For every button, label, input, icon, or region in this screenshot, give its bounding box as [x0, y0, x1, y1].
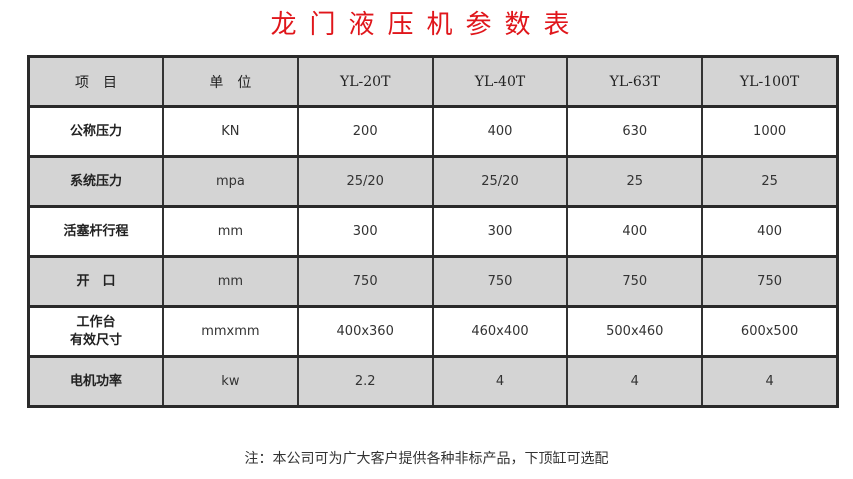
- value-cell: 400: [566, 205, 704, 258]
- value-cell: 400: [701, 205, 839, 258]
- header-cell: YL-40T: [431, 55, 569, 108]
- value-cell: 750: [296, 255, 434, 308]
- value-cell: 4: [431, 355, 569, 408]
- header-cell: YL-63T: [566, 55, 704, 108]
- footnote: 注：本公司可为广大客户提供各种非标产品，下顶缸可选配: [244, 451, 609, 467]
- table-row: 电机功率 kw 2.2 4 4 4: [27, 355, 839, 408]
- value-cell: 200: [296, 105, 434, 158]
- value-cell: 25: [701, 155, 839, 208]
- row-label: 开 口: [27, 255, 164, 308]
- row-label: 电机功率: [27, 355, 164, 408]
- value-cell: 750: [431, 255, 569, 308]
- value-cell: 400x360: [296, 305, 434, 358]
- parameter-table: 项 目 单 位 YL-20T YL-40T YL-63T YL-100T 公称压…: [27, 55, 839, 408]
- table-row: 工作台 有效尺寸 mmxmm 400x360 460x400 500x460 600x500: [27, 305, 839, 358]
- value-cell: 2.2: [296, 355, 434, 408]
- table-row: 活塞杆行程 mm 300 300 400 400: [27, 205, 839, 258]
- unit-cell: mm: [161, 205, 299, 258]
- value-cell: 4: [566, 355, 704, 408]
- unit-cell: kw: [161, 355, 299, 408]
- value-cell: 750: [701, 255, 839, 308]
- value-cell: 630: [566, 105, 704, 158]
- row-label: 工作台 有效尺寸: [27, 305, 164, 358]
- table-header-row: 项 目 单 位 YL-20T YL-40T YL-63T YL-100T: [27, 55, 839, 108]
- table-row: 开 口 mm 750 750 750 750: [27, 255, 839, 308]
- unit-cell: mmxmm: [161, 305, 299, 358]
- value-cell: 750: [566, 255, 704, 308]
- value-cell: 300: [296, 205, 434, 258]
- header-cell: YL-100T: [701, 55, 839, 108]
- page-title: 龙门液压机参数表: [270, 10, 583, 40]
- value-cell: 400: [431, 105, 569, 158]
- header-cell: 项 目: [27, 55, 164, 108]
- header-cell: 单 位: [161, 55, 299, 108]
- value-cell: 300: [431, 205, 569, 258]
- row-label: 公称压力: [27, 105, 164, 158]
- unit-cell: KN: [161, 105, 299, 158]
- table-row: 系统压力 mpa 25/20 25/20 25 25: [27, 155, 839, 208]
- value-cell: 25/20: [296, 155, 434, 208]
- row-label: 活塞杆行程: [27, 205, 164, 258]
- row-label: 系统压力: [27, 155, 164, 208]
- value-cell: 460x400: [431, 305, 569, 358]
- value-cell: 1000: [701, 105, 839, 158]
- table-row: 公称压力 KN 200 400 630 1000: [27, 105, 839, 158]
- unit-cell: mpa: [161, 155, 299, 208]
- value-cell: 4: [701, 355, 839, 408]
- unit-cell: mm: [161, 255, 299, 308]
- value-cell: 600x500: [701, 305, 839, 358]
- value-cell: 25: [566, 155, 704, 208]
- header-cell: YL-20T: [296, 55, 434, 108]
- value-cell: 25/20: [431, 155, 569, 208]
- value-cell: 500x460: [566, 305, 704, 358]
